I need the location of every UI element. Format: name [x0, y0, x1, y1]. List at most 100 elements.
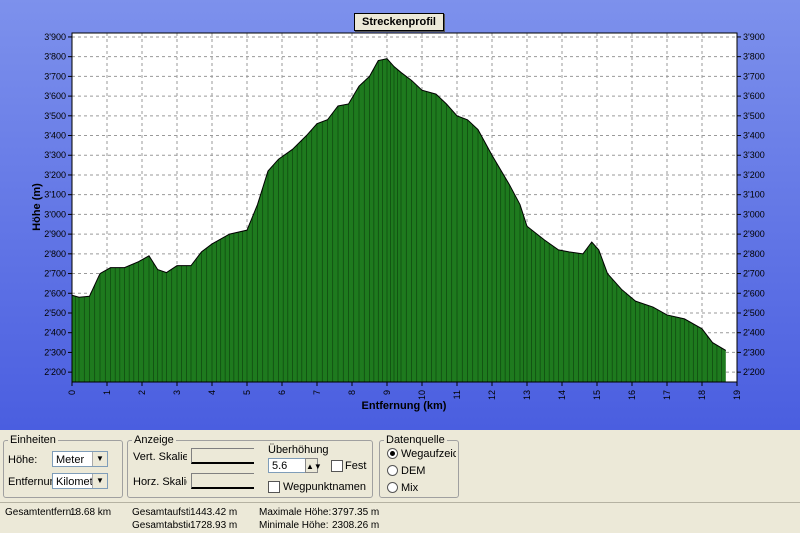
entfernung-value: Kilometer: [56, 476, 103, 488]
radio-wegaufzeichnung-label: Wegaufzeichnung: [401, 448, 456, 460]
x-tick-label: 11: [452, 390, 462, 399]
hoehe-value: Meter: [56, 454, 85, 466]
radio-mix[interactable]: [387, 482, 398, 493]
chart-area: Streckenprofil 2'200 2'300 2'400 2'500 2'600…: [0, 0, 800, 430]
y-axis-right: 2'200 2'300 2'400 2'500 2'600 2'700 2'800 2'900…: [737, 32, 765, 377]
chevron-down-icon[interactable]: ▼: [92, 452, 107, 466]
x-tick-label: 0: [67, 390, 77, 395]
x-tick-label: 19: [732, 390, 742, 400]
y-tick-label: 2'300: [743, 347, 765, 357]
x-tick-label: 18: [697, 390, 707, 400]
x-tick-label: 10: [417, 390, 427, 400]
wegpunkt-checkbox[interactable]: [268, 481, 280, 493]
gesamtentfernung-value: 18.68 km: [70, 507, 112, 518]
anzeige-legend: Anzeige: [134, 434, 174, 446]
y-tick-label: 2'700: [743, 269, 765, 279]
aufstieg-label: Gesamtaufstieg:: [132, 507, 190, 518]
radio-dem-label: DEM: [401, 465, 426, 477]
min-value: 2308.26 m: [332, 520, 380, 531]
x-tick-label: 7: [312, 390, 322, 395]
y-tick-label: 2'700: [44, 269, 66, 279]
ueberhoehung-label: Überhöhung: [268, 444, 329, 456]
stats-divider: [0, 502, 800, 503]
y-tick-label: 3'300: [743, 150, 765, 160]
x-tick-label: 5: [242, 390, 252, 395]
horz-scale-slider[interactable]: [191, 473, 254, 489]
fest-checkbox[interactable]: [331, 460, 343, 472]
y-tick-label: 2'900: [44, 229, 66, 239]
elevation-line: [71, 58, 727, 351]
x-tick-label: 4: [207, 390, 217, 395]
fest-label: Festst: [345, 460, 367, 472]
anzeige-group: Anzeige: [127, 434, 373, 498]
einheiten-group: Einheiten: [3, 434, 123, 498]
x-tick-label: 2: [137, 390, 147, 395]
x-axis-label: Entfernung (km): [362, 400, 447, 412]
max-value: 3797.35 m: [332, 507, 380, 518]
hoehe-label: Höhe:: [8, 454, 38, 466]
hoehe-select[interactable]: Meter ▼: [52, 451, 108, 467]
radio-wegaufzeichnung[interactable]: [387, 448, 398, 459]
x-tick-label: 14: [557, 390, 567, 400]
aufstieg-value: 1443.42 m: [190, 507, 238, 518]
y-tick-label: 3'100: [44, 190, 66, 200]
y-tick-label: 2'500: [44, 308, 66, 318]
y-tick-label: 2'800: [44, 249, 66, 259]
series-layer: [71, 58, 727, 383]
y-tick-label: 3'000: [743, 209, 765, 219]
y-tick-label: 3'400: [743, 131, 765, 141]
y-tick-label: 3'800: [44, 52, 66, 62]
plot-frame: [71, 32, 738, 383]
ueberhoehung-input[interactable]: 5.6: [268, 458, 306, 473]
vert-scale-label: Vert. Skalierung: [133, 451, 187, 463]
y-tick-label: 2'200: [743, 367, 765, 377]
x-tick-label: 3: [172, 390, 182, 395]
x-tick-label: 13: [522, 390, 532, 400]
y-tick-label: 3'100: [743, 190, 765, 200]
y-tick-label: 2'300: [44, 347, 66, 357]
einheiten-legend: Einheiten: [10, 434, 56, 446]
x-tick-label: 12: [487, 390, 497, 400]
entfernung-select[interactable]: Kilometer ▼: [52, 473, 108, 489]
abstieg-value: 1728.93 m: [190, 520, 238, 531]
max-label: Maximale Höhe:: [259, 507, 332, 518]
y-tick-label: 2'200: [44, 367, 66, 377]
y-tick-label: 2'600: [743, 288, 765, 298]
spinner-icon[interactable]: ▲▼: [305, 458, 322, 473]
y-tick-label: 3'500: [44, 111, 66, 121]
radio-mix-label: Mix: [401, 482, 419, 494]
entfernung-label: Entfernung:: [8, 476, 65, 488]
y-tick-label: 3'200: [44, 170, 66, 180]
y-tick-label: 3'000: [44, 209, 66, 219]
y-tick-label: 2'900: [743, 229, 765, 239]
y-tick-label: 3'800: [743, 52, 765, 62]
gesamtentfernung-label: Gesamtentfern.:: [5, 507, 77, 518]
vert-scale-slider[interactable]: [191, 448, 254, 464]
y-tick-label: 3'300: [44, 150, 66, 160]
x-tick-label: 8: [347, 390, 357, 395]
y-tick-label: 3'700: [743, 71, 765, 81]
x-axis: 0 1 2 3 4 5 6 7 8 9 10 11 12 13 14 15 16 17 18 19: [67, 382, 742, 400]
x-tick-label: 1: [102, 390, 112, 395]
y-tick-label: 2'400: [743, 328, 765, 338]
y-tick-label: 2'500: [743, 308, 765, 318]
y-tick-label: 3'500: [743, 111, 765, 121]
chevron-down-icon[interactable]: ▼: [92, 474, 107, 488]
x-tick-label: 9: [382, 390, 392, 395]
wegpunkt-label: Wegpunktnamen: [283, 481, 366, 493]
y-tick-label: 3'700: [44, 71, 66, 81]
y-tick-label: 2'800: [743, 249, 765, 259]
elevation-profile-chart: 2'200 2'300 2'400 2'500 2'600 2'700 2'800 2'900…: [31, 32, 765, 412]
y-tick-label: 2'600: [44, 288, 66, 298]
y-tick-label: 3'900: [44, 32, 66, 42]
x-tick-label: 16: [627, 390, 637, 400]
y-tick-label: 3'400: [44, 131, 66, 141]
abstieg-label: Gesamtabstieg:: [132, 520, 190, 531]
chart-title: Streckenprofil: [354, 13, 444, 31]
horz-scale-label: Horz. Skalierung: [133, 476, 187, 488]
settings-panel: Einheiten Höhe: Meter ▼ Entfernung: Kilo…: [0, 430, 800, 533]
y-tick-label: 2'400: [44, 328, 66, 338]
min-label: Minimale Höhe:: [259, 520, 329, 531]
radio-dem[interactable]: [387, 465, 398, 476]
y-axis-label: Höhe (m): [31, 183, 43, 231]
